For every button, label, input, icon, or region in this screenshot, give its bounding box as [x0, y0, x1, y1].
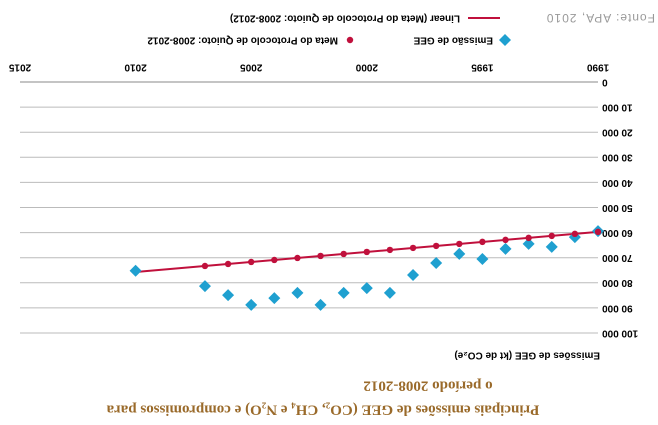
y-tick-label: 100 000 — [602, 327, 639, 338]
diamond-marker — [499, 242, 512, 255]
y-tick-label: 10 000 — [602, 101, 633, 112]
diamond-marker — [222, 289, 235, 302]
y-axis-label: Emissões de GEE (kt de CO₂e) — [454, 349, 600, 360]
dot-marker — [340, 250, 347, 258]
dot-marker — [224, 260, 232, 268]
y-tick-label: 50 000 — [602, 202, 633, 213]
dot-marker — [346, 36, 354, 44]
y-tick-label: 60 000 — [602, 227, 633, 238]
dot-marker — [432, 242, 440, 250]
dot-marker — [294, 254, 301, 262]
dot-marker — [594, 228, 602, 236]
dot-marker — [456, 240, 463, 248]
source: Fonte: APA, 2010 — [546, 11, 655, 25]
diamond-marker — [522, 237, 535, 250]
x-tick-label: 2005 — [240, 61, 263, 72]
chart-title: Principais emissões de GEE (CO₂, CH₄ e N… — [106, 402, 539, 418]
diamond-marker — [545, 240, 558, 253]
y-tick-label: 0 — [602, 76, 608, 87]
legend-label: Meta do Protocolo de Quioto: 2008-2012 — [147, 34, 338, 45]
y-tick-label: 80 000 — [602, 277, 633, 288]
diamond-marker — [383, 286, 396, 299]
diamond-marker — [360, 282, 373, 295]
x-tick-label: 2015 — [8, 61, 31, 72]
chart-title: o período 2008-2012 — [363, 378, 492, 394]
diamond-marker — [268, 292, 281, 305]
diamond-marker — [129, 264, 142, 277]
x-tick-label: 2010 — [124, 61, 147, 72]
diamond-marker — [337, 286, 350, 299]
x-tick-label: 2000 — [355, 61, 378, 72]
dot-marker — [548, 232, 555, 240]
dot-marker — [271, 256, 278, 264]
diamond-marker — [430, 256, 443, 269]
x-tick-label: 1995 — [471, 61, 494, 72]
legend-label: Emissão de GEE — [413, 34, 493, 45]
y-tick-label: 40 000 — [602, 177, 633, 188]
dot-marker — [363, 248, 370, 256]
dot-marker — [248, 258, 255, 266]
dot-marker — [479, 238, 486, 246]
diamond-marker — [245, 298, 258, 311]
dot-marker — [525, 234, 532, 242]
dot-marker — [502, 236, 509, 244]
dot-marker — [201, 262, 209, 270]
legend-label: Linear (Meta do Protocolo de Quioto: 200… — [230, 12, 460, 23]
diamond-marker — [407, 269, 420, 282]
diamond-marker — [198, 280, 211, 293]
dot-marker — [571, 230, 579, 238]
dot-marker — [386, 246, 394, 254]
y-tick-label: 30 000 — [602, 152, 633, 163]
diamond-marker — [314, 298, 327, 311]
y-tick-label: 90 000 — [602, 302, 633, 313]
diamond-marker — [499, 34, 511, 46]
diamond-marker — [453, 247, 466, 260]
diamond-marker — [291, 286, 304, 299]
dot-marker — [409, 244, 417, 252]
x-tick-label: 1990 — [586, 61, 609, 72]
y-tick-label: 70 000 — [602, 252, 633, 263]
y-tick-label: 20 000 — [602, 127, 633, 138]
diamond-marker — [476, 252, 489, 265]
dot-marker — [317, 252, 324, 260]
